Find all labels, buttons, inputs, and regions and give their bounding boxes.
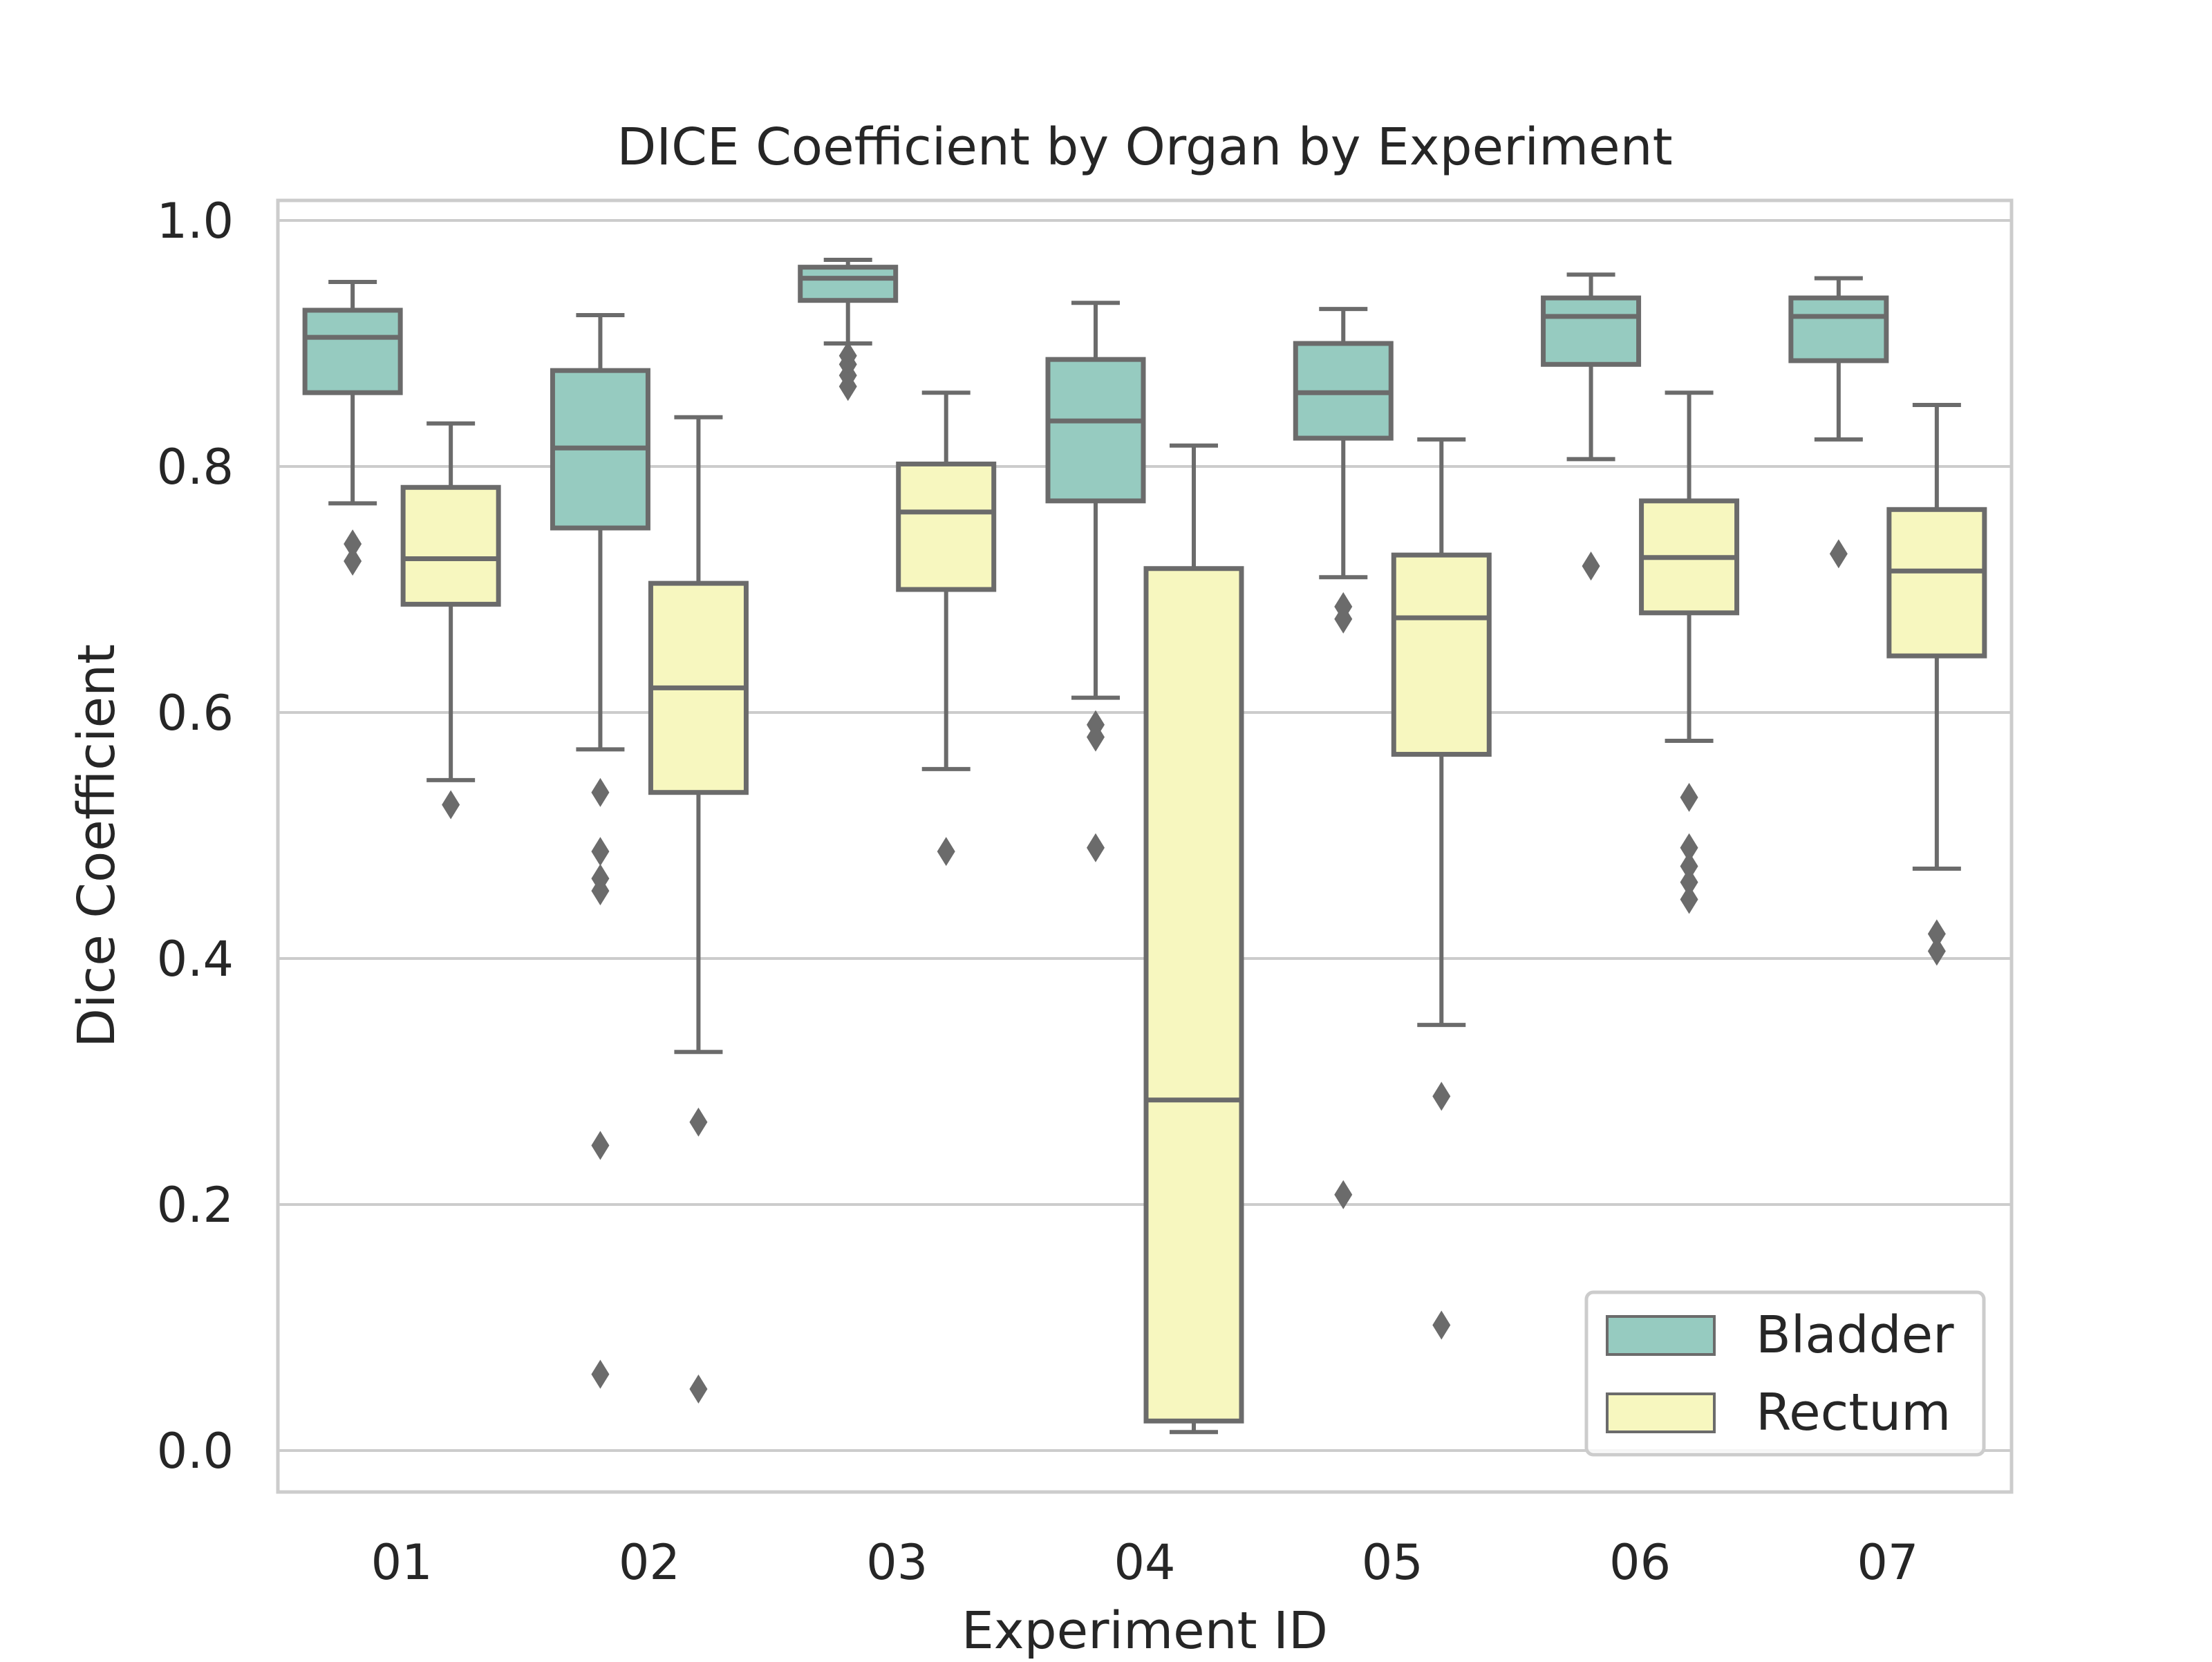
box-rectum-05: [1391, 437, 1492, 1340]
legend-swatch-bladder: [1606, 1315, 1716, 1356]
outlier-point: [1680, 867, 1698, 897]
box-rectum-03: [896, 390, 997, 867]
chart-title: DICE Coefficient by Organ by Experiment: [617, 117, 1672, 177]
box-bladder-01: [302, 280, 403, 576]
outlier-point: [1680, 833, 1698, 862]
outlier-point: [937, 837, 955, 867]
outlier-point: [591, 837, 610, 867]
legend-swatch-rectum: [1606, 1392, 1716, 1433]
iqr-box: [798, 265, 899, 303]
y-tick-label: 1.0: [157, 193, 234, 249]
x-tick-label: 01: [371, 1534, 433, 1591]
iqr-box: [1886, 507, 1987, 659]
x-axis-label: Experiment ID: [962, 1601, 1328, 1659]
outlier-point: [591, 777, 610, 807]
box-bladder-04: [1045, 301, 1146, 862]
legend: Bladder Rectum: [1584, 1290, 1986, 1457]
outlier-point: [591, 1359, 610, 1389]
y-axis-label: Dice Coefficient: [67, 644, 126, 1048]
outlier-point: [1829, 539, 1848, 569]
iqr-box: [302, 308, 403, 395]
outlier-point: [591, 876, 610, 906]
iqr-box: [1541, 295, 1642, 367]
box-layer: [302, 257, 1987, 1435]
y-tick-label: 0.2: [157, 1177, 234, 1234]
outlier-point: [1927, 936, 1946, 966]
outlier-point: [689, 1107, 708, 1137]
box-rectum-02: [648, 415, 749, 1404]
outlier-point: [1432, 1310, 1451, 1340]
outlier-point: [838, 372, 857, 402]
box-rectum-01: [400, 421, 501, 820]
legend-label-bladder: Bladder: [1756, 1305, 1954, 1365]
x-tick-label: 07: [1857, 1534, 1918, 1591]
outlier-point: [1582, 551, 1600, 581]
outlier-point: [1334, 1180, 1353, 1209]
box-bladder-07: [1788, 276, 1889, 569]
outlier-point: [1680, 782, 1698, 812]
outlier-point: [689, 1375, 708, 1404]
y-tick-label: 0.6: [157, 685, 234, 742]
outlier-point: [344, 547, 362, 576]
outlier-point: [1927, 919, 1946, 949]
outlier-point: [1087, 833, 1105, 862]
box-rectum-07: [1886, 403, 1987, 966]
iqr-box: [1391, 552, 1492, 757]
y-tick-label: 0.0: [157, 1423, 234, 1480]
iqr-box: [896, 461, 997, 592]
iqr-box: [1788, 295, 1889, 363]
x-tick-label: 06: [1609, 1534, 1671, 1591]
box-bladder-03: [798, 257, 899, 402]
legend-label-rectum: Rectum: [1756, 1383, 1951, 1442]
y-tick-labels: 0.0 0.2 0.4 0.6 0.8 1.0: [157, 193, 234, 1480]
iqr-box: [1045, 357, 1146, 504]
iqr-box: [400, 484, 501, 607]
iqr-box: [1143, 566, 1244, 1424]
outlier-point: [442, 790, 460, 820]
y-tick-label: 0.4: [157, 931, 234, 988]
outlier-point: [1334, 604, 1353, 634]
x-tick-labels: 01 02 03 04 05 06 07: [371, 1534, 1919, 1591]
box-rectum-04: [1143, 443, 1244, 1435]
y-tick-label: 0.8: [157, 439, 234, 495]
box-rectum-06: [1639, 390, 1740, 914]
box-bladder-06: [1541, 272, 1642, 581]
box-bladder-05: [1293, 307, 1394, 1209]
x-tick-label: 02: [619, 1534, 680, 1591]
x-tick-label: 04: [1114, 1534, 1175, 1591]
outlier-point: [1087, 722, 1105, 752]
x-tick-label: 03: [866, 1534, 928, 1591]
outlier-point: [591, 1131, 610, 1160]
plot-frame: [276, 198, 2014, 1494]
outlier-point: [344, 529, 362, 559]
outlier-point: [1680, 885, 1698, 914]
outlier-point: [1680, 851, 1698, 881]
outlier-point: [1432, 1082, 1451, 1111]
box-bladder-02: [550, 313, 650, 1389]
x-tick-label: 05: [1362, 1534, 1423, 1591]
